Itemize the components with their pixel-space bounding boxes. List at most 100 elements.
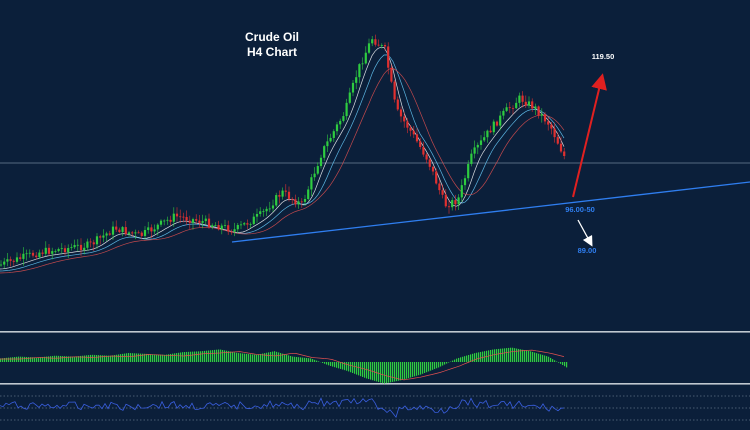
macd-bar <box>4 358 6 362</box>
rsi-panel-top-border <box>0 383 750 385</box>
candle-body <box>463 178 467 186</box>
macd-bar <box>16 356 18 362</box>
macd-bar <box>436 362 438 369</box>
macd-bar <box>114 355 116 362</box>
macd-bar <box>214 349 216 362</box>
macd-bar <box>22 356 24 362</box>
macd-bar <box>520 349 522 362</box>
candle-body <box>467 163 470 179</box>
candle-body <box>361 63 364 65</box>
candle-body <box>547 121 550 125</box>
candle-body <box>153 229 156 232</box>
macd-bar <box>518 348 520 362</box>
macd-bar <box>120 354 122 362</box>
macd-bar <box>6 357 8 362</box>
macd-bar <box>178 352 180 362</box>
candle-body <box>163 220 166 222</box>
candle-body <box>243 223 246 225</box>
macd-bar <box>84 355 86 362</box>
macd-bar <box>268 352 270 362</box>
macd-bar <box>454 359 456 362</box>
target-up-label: 119.50 <box>592 52 615 61</box>
macd-bar <box>324 362 326 364</box>
candle-body <box>543 114 547 122</box>
macd-bar <box>330 362 332 367</box>
macd-bar <box>82 355 84 362</box>
candle-body <box>236 225 239 230</box>
candle-body <box>329 137 332 142</box>
macd-bar <box>566 362 568 368</box>
candle-body <box>479 140 483 145</box>
macd-bar <box>424 362 426 373</box>
candle-body <box>19 257 22 259</box>
macd-bar <box>138 353 140 362</box>
macd-bar <box>190 351 192 362</box>
macd-bar <box>480 351 482 362</box>
macd-bar <box>304 357 306 362</box>
macd-histogram <box>0 347 568 384</box>
macd-bar <box>468 354 470 362</box>
macd-bar <box>62 356 64 362</box>
macd-bar <box>500 348 502 362</box>
macd-bar <box>382 362 384 384</box>
macd-bar <box>256 354 258 362</box>
candle-body <box>515 102 518 109</box>
moving-average-3 <box>0 68 565 274</box>
macd-bar <box>126 353 128 362</box>
macd-bar <box>170 353 172 362</box>
macd-bar <box>122 353 124 362</box>
macd-bar <box>28 357 30 362</box>
macd-bar <box>322 362 324 363</box>
macd-bar <box>276 351 278 362</box>
macd-bar <box>542 354 544 362</box>
macd-bar <box>78 356 80 362</box>
candle-body <box>524 101 527 106</box>
macd-bar <box>404 362 406 380</box>
macd-bar <box>70 356 72 362</box>
macd-bar <box>394 362 396 382</box>
candle-body <box>99 236 102 238</box>
candle-body <box>486 130 489 138</box>
macd-bar <box>152 354 154 362</box>
macd-bar <box>376 362 378 382</box>
candle-body <box>147 227 150 231</box>
macd-bar <box>202 351 204 362</box>
macd-bar <box>196 351 198 362</box>
macd-bar <box>74 356 76 362</box>
macd-bar <box>398 362 400 381</box>
macd-bar <box>478 352 480 362</box>
macd-bar <box>512 347 514 362</box>
candle-body <box>553 128 556 138</box>
macd-bar <box>402 362 404 380</box>
macd-bar <box>102 355 104 362</box>
candle-body <box>201 221 204 223</box>
candle-body <box>134 232 137 234</box>
macd-bar <box>220 349 222 362</box>
macd-bar <box>60 355 62 362</box>
candle-body <box>355 77 358 83</box>
candle-body <box>380 45 383 46</box>
candle-body <box>156 224 159 230</box>
candle-body <box>559 143 563 152</box>
macd-bar <box>420 362 422 375</box>
macd-bar <box>296 356 298 362</box>
candle-body <box>495 121 499 126</box>
macd-bar <box>142 353 144 362</box>
macd-bar <box>266 352 268 362</box>
macd-bar <box>490 349 492 362</box>
macd-bar <box>526 350 528 362</box>
candle-body <box>86 241 89 248</box>
candle-body <box>377 44 380 46</box>
candle-body <box>108 233 111 235</box>
macd-bar <box>272 351 274 362</box>
macd-bar <box>428 362 430 372</box>
macd-bar <box>186 351 188 362</box>
macd-bar <box>530 351 532 362</box>
macd-bar <box>448 362 450 363</box>
macd-bar <box>64 356 66 362</box>
macd-bar <box>144 353 146 362</box>
macd-bar <box>150 354 152 362</box>
macd-bar <box>278 352 280 362</box>
candle-body <box>409 127 412 131</box>
